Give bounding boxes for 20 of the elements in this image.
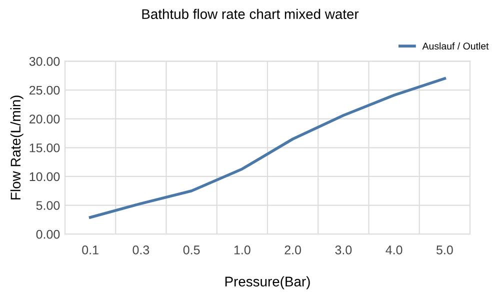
y-tick-label: 20.00 xyxy=(29,114,60,124)
y-tick-label: 5.00 xyxy=(36,201,60,210)
x-axis-title: Pressure(Bar) xyxy=(225,276,310,290)
x-tick-label: 2.0 xyxy=(284,246,302,254)
line-series xyxy=(88,77,446,219)
y-tick-label: 0.00 xyxy=(36,230,60,239)
chart-title: Bathtub flow rate chart mixed water xyxy=(142,8,359,20)
x-tick-label: 4.0 xyxy=(386,246,402,254)
x-tick-label: 5.0 xyxy=(436,246,453,254)
y-tick-label: 10.00 xyxy=(30,172,60,182)
x-tick-label: 0.1 xyxy=(82,246,98,254)
x-tick-label: 0.5 xyxy=(183,246,200,254)
x-tick-label: 3.0 xyxy=(335,246,352,254)
legend-label: Auslauf / Outlet xyxy=(422,42,489,50)
y-tick-label: 25.00 xyxy=(29,86,60,95)
x-tick-label: 1.0 xyxy=(234,246,250,254)
y-axis-title: Flow Rate(L/min) xyxy=(10,96,24,200)
x-tick-label: 0.3 xyxy=(132,246,150,254)
y-tick-label: 30.00 xyxy=(29,57,60,66)
y-tick-label: 15.00 xyxy=(30,143,60,152)
